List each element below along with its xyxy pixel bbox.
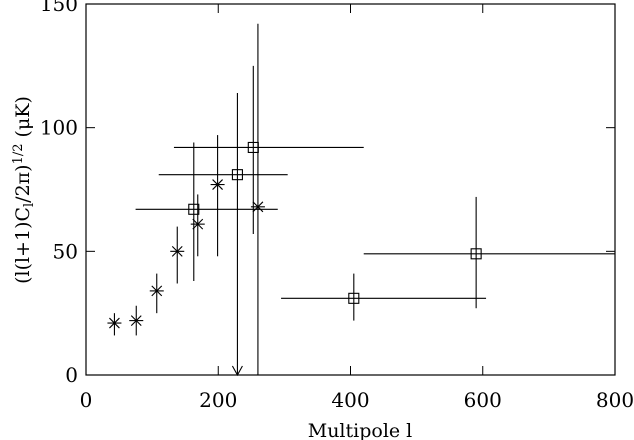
asterisk-point — [170, 226, 185, 284]
asterisk-stroke — [252, 201, 264, 213]
plot-frame — [85, 3, 616, 376]
asterisk-point — [210, 135, 225, 257]
y-tick-label: 50 — [53, 239, 78, 263]
x-tick-label: 400 — [331, 388, 369, 412]
square-marker — [470, 248, 482, 260]
square-point — [281, 273, 487, 321]
x-tick-label: 200 — [199, 388, 237, 412]
asterisk-point — [129, 305, 144, 336]
y-tick-label: 100 — [40, 116, 78, 140]
asterisk-point — [190, 194, 205, 257]
asterisk-stroke — [192, 218, 204, 230]
asterisk-point — [107, 313, 122, 336]
x-tick-label: 0 — [80, 388, 93, 412]
y-tick-label: 150 — [40, 0, 78, 16]
y-axis-title-superscript: 1/2 — [11, 144, 26, 165]
square-point — [135, 142, 278, 282]
square-point — [173, 65, 364, 235]
plot-border — [85, 3, 616, 376]
square-marker — [247, 141, 259, 154]
y-axis-title-part-a: (l(l+1)C — [12, 207, 34, 284]
asterisk-stroke — [212, 179, 223, 190]
y-axis-title-unit: (μK) — [12, 96, 34, 143]
asterisk-stroke — [109, 317, 120, 329]
y-axis-title: (l(l+1)Cl/2π)1/2 (μK) — [11, 96, 37, 284]
axis-ticks: 0 200 400 600 800 0 50 100 150 — [40, 0, 634, 412]
square-marker — [348, 292, 360, 304]
y-tick-label: 0 — [65, 363, 78, 387]
asterisk-stroke — [151, 285, 163, 297]
x-axis-title: Multipole l — [308, 420, 413, 440]
upper-limit-arrow — [231, 365, 243, 377]
asterisk-point — [149, 273, 164, 314]
square-marker — [188, 203, 200, 215]
y-axis-title-part-c: /2π) — [12, 164, 34, 202]
x-tick-label: 600 — [464, 388, 502, 412]
square-point — [363, 196, 615, 309]
y-axis-title-subscript: l — [22, 203, 37, 207]
asterisk-stroke — [130, 315, 142, 326]
asterisk-stroke — [171, 245, 183, 257]
square-point — [158, 93, 288, 377]
square-marker — [231, 169, 243, 181]
data-marks — [107, 23, 615, 377]
x-tick-label: 800 — [596, 388, 634, 412]
